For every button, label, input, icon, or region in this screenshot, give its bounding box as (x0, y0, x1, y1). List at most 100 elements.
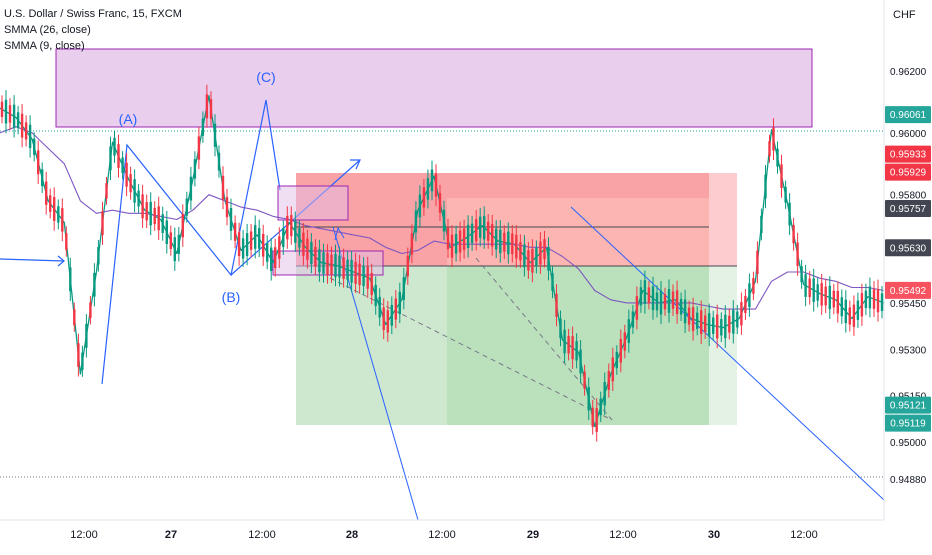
candle-body (101, 211, 104, 236)
candle-body (278, 236, 281, 259)
candle-body (503, 232, 506, 252)
candle-body (623, 332, 626, 351)
candle-body (12, 104, 16, 128)
candle-body (169, 232, 172, 249)
candle-body (639, 287, 643, 306)
candle-body (844, 299, 847, 323)
candle-body (647, 287, 651, 303)
candle-body (696, 312, 699, 329)
candle-body (591, 407, 594, 427)
candle-body (125, 162, 128, 187)
candle-body (249, 231, 253, 250)
y-tick-label: 0.96200 (890, 67, 927, 78)
candle-body (708, 313, 711, 337)
candle-body (728, 315, 731, 333)
candle-body (438, 192, 442, 213)
price-badge-label: 0.95933 (890, 150, 927, 161)
candle-body (535, 247, 538, 266)
candle-body (37, 150, 40, 175)
candle-body (4, 99, 8, 124)
candle-body (213, 123, 217, 147)
candle-body (579, 349, 582, 374)
candle-body (185, 198, 188, 216)
candle-body (181, 214, 184, 238)
order-block-1 (277, 185, 349, 221)
candle-body (700, 310, 703, 335)
candle-body (812, 278, 815, 302)
candle-body (418, 194, 422, 218)
candle-body (233, 222, 237, 241)
candle-body (53, 197, 56, 221)
candle-body (868, 286, 872, 309)
wave-label: (B) (222, 289, 241, 305)
candle-body (77, 343, 80, 367)
candle-body (41, 169, 44, 187)
candle-body (587, 387, 590, 411)
candle-body (8, 105, 12, 123)
drawing-layer (0, 48, 885, 521)
candle-body (655, 292, 659, 311)
candle-body (856, 300, 860, 320)
price-badge-label: 0.95630 (890, 243, 927, 254)
candle-body (153, 207, 156, 225)
candle-body (262, 234, 265, 257)
candle-body (141, 194, 144, 219)
stop-zone-fade (709, 173, 737, 266)
candle-body (599, 398, 602, 416)
candle-body (454, 234, 458, 254)
y-tick-label: 0.95000 (890, 438, 927, 449)
price-badge (885, 414, 931, 432)
candle-body (378, 296, 381, 318)
candle-body (495, 228, 498, 250)
price-badge-label: 0.95492 (890, 286, 927, 297)
candle-body (748, 283, 751, 308)
trend-arrow-head (350, 159, 361, 170)
candle-body (523, 244, 526, 268)
candle-body (756, 250, 759, 274)
candle-body (318, 249, 321, 273)
price-badge-label: 0.95119 (890, 419, 926, 430)
candle-body (205, 94, 209, 119)
candle-body (20, 113, 24, 138)
candle-body (515, 234, 518, 259)
candle-body (306, 238, 309, 260)
price-badge-label: 0.96061 (890, 110, 927, 121)
candle-body (768, 141, 771, 157)
candle-body (836, 291, 839, 314)
candle-body (133, 179, 136, 203)
candle-body (354, 261, 357, 284)
candle-body (24, 122, 28, 140)
projection-arrow (334, 226, 345, 241)
candle-body (848, 307, 851, 325)
candle-body (117, 144, 120, 168)
candle-body (165, 220, 168, 244)
price-badge (885, 200, 931, 217)
x-tick-label: 12:00 (790, 529, 818, 541)
x-tick-label: 12:00 (428, 529, 456, 541)
candle-body (157, 206, 160, 231)
x-tick-label: 28 (346, 529, 358, 541)
price-badge (885, 396, 931, 414)
candle-body (808, 278, 811, 297)
candle-body (772, 127, 775, 151)
candle-body (683, 299, 687, 324)
candle-body (16, 112, 20, 128)
y-tick-label: 0.96000 (890, 129, 927, 140)
candle-body (394, 298, 397, 320)
entry-overlap-zone (447, 198, 709, 266)
candle-body (346, 259, 349, 280)
candle-body (659, 290, 663, 315)
candle-body (470, 223, 474, 243)
candle-body (434, 173, 438, 197)
candle-body (458, 230, 462, 253)
candle-body (446, 227, 450, 250)
candle-body (302, 232, 305, 256)
candle-body (499, 229, 502, 254)
candle-body (310, 242, 313, 265)
candle-body (828, 285, 831, 310)
candle-body (282, 228, 285, 248)
candle-body (326, 253, 329, 275)
candle-body (687, 307, 691, 325)
